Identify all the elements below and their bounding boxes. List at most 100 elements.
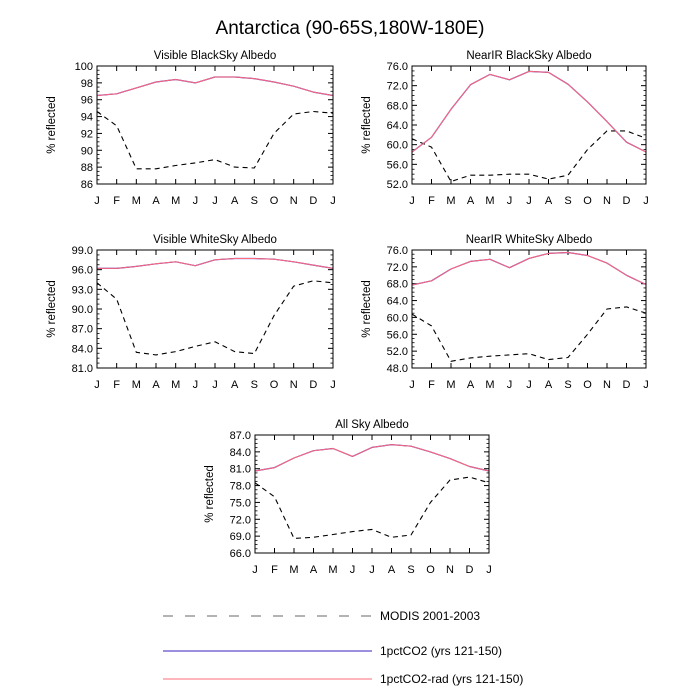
x-tick-label: M xyxy=(132,379,141,391)
x-tick-label: J xyxy=(330,379,336,391)
x-tick-label: A xyxy=(231,195,239,207)
x-tick-label: J xyxy=(643,195,649,207)
y-tick-label: 88 xyxy=(81,162,93,174)
y-tick-label: 66.0 xyxy=(230,548,251,560)
x-tick-label: A xyxy=(545,195,553,207)
y-tick-label: 93.0 xyxy=(72,284,93,296)
x-tick-label: J xyxy=(94,195,100,207)
y-tick-label: 52.0 xyxy=(387,346,408,358)
x-tick-label: A xyxy=(152,195,160,207)
x-tick-label: N xyxy=(290,379,298,391)
x-tick-label: A xyxy=(467,195,475,207)
figure-title: Antarctica (90-65S,180W-180E) xyxy=(216,18,485,39)
y-tick-label: 60.0 xyxy=(387,312,408,324)
series-line-1 xyxy=(254,476,490,539)
panel-title: All Sky Albedo xyxy=(335,419,409,431)
y-tick-label: 84.0 xyxy=(230,447,251,459)
y-tick-label: 56.0 xyxy=(387,329,408,341)
legend-item-3: 1pctCO2-rad (yrs 121-150) xyxy=(163,672,523,686)
y-tick-label: 72.0 xyxy=(387,262,408,274)
y-tick-label: 64.0 xyxy=(387,296,408,308)
y-tick-label: 64.0 xyxy=(387,120,408,132)
y-tick-label: 87.0 xyxy=(72,324,93,336)
y-tick-label: 48.0 xyxy=(387,363,408,375)
legend-item-2: 1pctCO2 (yrs 121-150) xyxy=(163,644,502,658)
legend-item-1: MODIS 2001-2003 xyxy=(163,609,480,623)
x-tick-label: F xyxy=(428,379,435,391)
legend-label: MODIS 2001-2003 xyxy=(380,609,480,623)
y-tick-label: 81.0 xyxy=(230,464,251,476)
x-tick-label: J xyxy=(643,379,649,391)
series-line-2 xyxy=(96,76,334,96)
x-tick-label: S xyxy=(564,195,571,207)
x-tick-label: J xyxy=(212,195,218,207)
plot-frame xyxy=(411,65,647,185)
series-line-3 xyxy=(254,444,490,472)
y-tick-label: 78.0 xyxy=(230,481,251,493)
x-tick-label: N xyxy=(290,195,298,207)
y-tick-label: 98 xyxy=(81,78,93,90)
x-tick-label: J xyxy=(507,379,513,391)
series-line-1 xyxy=(411,306,647,362)
x-tick-label: J xyxy=(330,195,336,207)
y-tick-label: 96.0 xyxy=(72,265,93,277)
x-tick-label: J xyxy=(212,379,218,391)
x-tick-label: D xyxy=(623,379,631,391)
x-tick-label: S xyxy=(251,379,258,391)
plot-frame xyxy=(411,249,647,369)
y-tick-label: 90 xyxy=(81,145,93,157)
y-tick-label: 52.0 xyxy=(387,179,408,191)
y-tick-label: 72.0 xyxy=(387,81,408,93)
panel-title: NearIR BlackSky Albedo xyxy=(466,50,591,62)
y-tick-label: 100 xyxy=(75,61,93,73)
y-tick-label: 81.0 xyxy=(72,363,93,375)
x-tick-label: S xyxy=(251,195,258,207)
x-tick-label: F xyxy=(113,379,120,391)
x-tick-label: J xyxy=(94,379,100,391)
x-tick-label: N xyxy=(446,564,454,576)
series-line-2 xyxy=(97,258,334,269)
x-tick-label: D xyxy=(309,195,317,207)
x-tick-label: O xyxy=(270,195,279,207)
plot-frame xyxy=(96,65,334,185)
y-tick-label: 56.0 xyxy=(387,159,408,171)
x-tick-label: M xyxy=(328,564,337,576)
x-tick-label: O xyxy=(426,564,435,576)
series-line-2 xyxy=(254,444,490,472)
y-tick-label: 84.0 xyxy=(72,343,93,355)
x-tick-label: M xyxy=(289,564,298,576)
series-line-3 xyxy=(411,251,647,286)
series-line-3 xyxy=(411,70,647,153)
x-tick-label: J xyxy=(193,379,199,391)
series-line-1 xyxy=(96,280,334,356)
y-tick-label: 68.0 xyxy=(387,279,408,291)
panel-title: NearIR WhiteSky Albedo xyxy=(466,234,593,246)
y-tick-label: 86 xyxy=(81,179,93,191)
x-tick-label: M xyxy=(485,379,494,391)
y-tick-label: 94 xyxy=(81,112,93,124)
y-tick-label: 72.0 xyxy=(230,514,251,526)
x-tick-label: J xyxy=(526,379,532,391)
x-tick-label: J xyxy=(409,379,415,391)
x-tick-label: J xyxy=(507,195,513,207)
chart-panel-5: All Sky Albedo % reflected 66.0 69.0 72.0 75.… xyxy=(204,419,492,576)
y-tick-label: 99.0 xyxy=(72,245,93,257)
y-axis-label: % reflected xyxy=(361,96,373,154)
x-tick-label: N xyxy=(603,195,611,207)
series-line-2 xyxy=(411,70,647,153)
chart-panel-1: Visible BlackSky Albedo % reflected 86 88 90… xyxy=(46,50,336,207)
y-axis-label: % reflected xyxy=(46,96,58,154)
x-tick-label: J xyxy=(409,195,415,207)
x-tick-label: D xyxy=(466,564,474,576)
x-tick-label: A xyxy=(310,564,318,576)
y-tick-label: 60.0 xyxy=(387,140,408,152)
series-line-3 xyxy=(96,76,334,97)
x-tick-label: J xyxy=(350,564,356,576)
y-tick-label: 75.0 xyxy=(230,497,251,509)
x-tick-label: J xyxy=(369,564,375,576)
legend: MODIS 2001-2003 1pctCO2 (yrs 121-150) 1pct… xyxy=(163,609,523,686)
chart-panel-4: NearIR WhiteSky Albedo % reflected 48.0 52.… xyxy=(361,234,649,391)
x-tick-label: A xyxy=(152,379,160,391)
x-tick-label: S xyxy=(407,564,414,576)
x-tick-label: F xyxy=(271,564,278,576)
